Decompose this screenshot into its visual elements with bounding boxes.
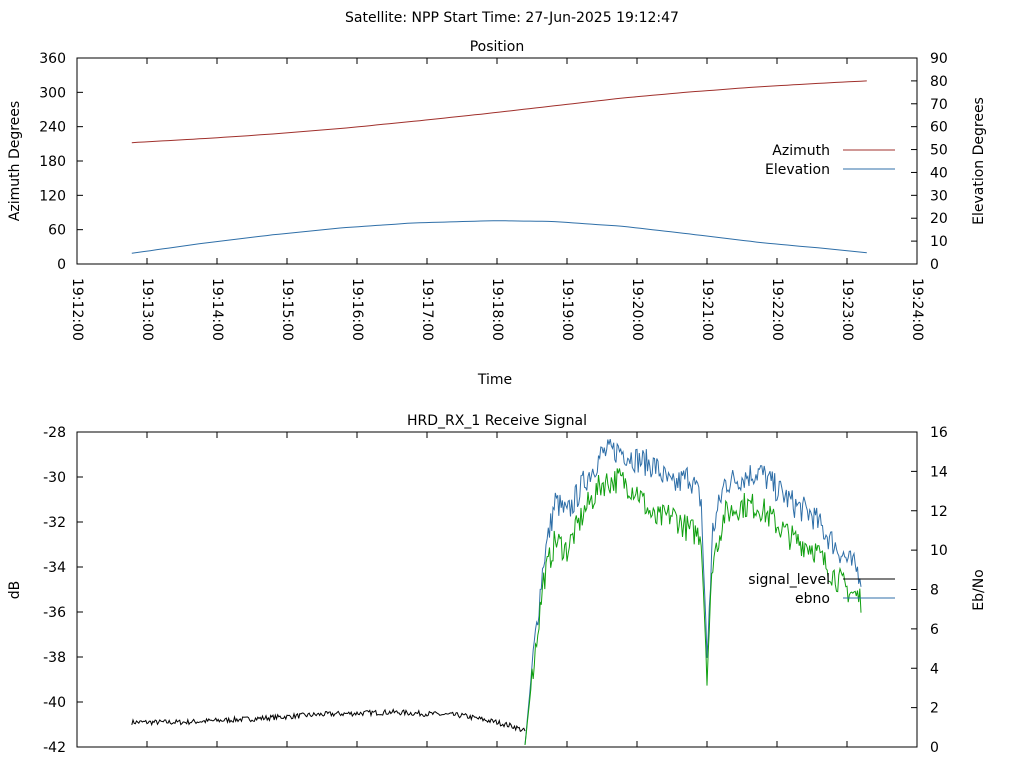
y2-tick-label: 8 <box>930 583 939 599</box>
legend-label-ebno: ebno <box>795 591 830 607</box>
y-tick-label: 360 <box>39 51 66 67</box>
azimuth-axis-label: Azimuth Degrees <box>7 101 23 221</box>
legend-label-Elevation: Elevation <box>765 162 830 178</box>
ebno-axis-label: Eb/No <box>971 569 987 611</box>
y2-tick-label: 60 <box>930 120 948 136</box>
y-tick-label: 120 <box>39 188 66 204</box>
chart-marks: 060120180240300360010203040506070809019:… <box>39 51 948 756</box>
y-tick-label: -32 <box>43 515 66 531</box>
legend-label-signal_level: signal_level <box>748 572 830 588</box>
series-line-0-1 <box>131 220 867 254</box>
y2-tick-label: 6 <box>930 622 939 638</box>
page-title: Satellite: NPP Start Time: 27-Jun-2025 1… <box>345 10 679 26</box>
y2-tick-label: 14 <box>930 464 948 480</box>
series-line-1-1 <box>524 438 862 746</box>
y-tick-label: -30 <box>43 470 66 486</box>
y-tick-label: 60 <box>48 223 66 239</box>
y2-tick-label: 16 <box>930 425 948 441</box>
y2-tick-label: 80 <box>930 74 948 90</box>
y2-tick-label: 90 <box>930 51 948 67</box>
x-tick-label: 19:24:00 <box>909 278 925 341</box>
y2-tick-label: 10 <box>930 543 948 559</box>
y2-tick-label: 50 <box>930 143 948 159</box>
y2-tick-label: 30 <box>930 188 948 204</box>
y-tick-label: 240 <box>39 120 66 136</box>
series-line-1-0 <box>131 708 526 733</box>
x-tick-label: 19:19:00 <box>559 278 575 341</box>
x-tick-label: 19:16:00 <box>349 278 365 341</box>
plot-frame-0 <box>76 57 918 265</box>
y2-tick-label: 20 <box>930 211 948 227</box>
y2-tick-label: 2 <box>930 701 939 717</box>
y2-tick-label: 12 <box>930 504 948 520</box>
y-tick-label: -40 <box>43 695 66 711</box>
y-tick-label: 0 <box>57 257 66 273</box>
signal-chart-title: HRD_RX_1 Receive Signal <box>407 413 587 429</box>
x-tick-label: 19:14:00 <box>209 278 225 341</box>
plot-frame-1 <box>76 431 918 748</box>
x-tick-label: 19:20:00 <box>629 278 645 341</box>
y2-tick-label: 10 <box>930 234 948 250</box>
x-tick-label: 19:13:00 <box>139 278 155 341</box>
y-tick-label: -34 <box>43 560 66 576</box>
position-x-axis-label: Time <box>477 372 512 388</box>
x-tick-label: 19:15:00 <box>279 278 295 341</box>
elevation-axis-label: Elevation Degrees <box>971 97 987 225</box>
legend-label-Azimuth: Azimuth <box>772 143 830 159</box>
y-tick-label: 180 <box>39 154 66 170</box>
y-tick-label: -28 <box>43 425 66 441</box>
series-line-1-2 <box>524 468 862 746</box>
y-tick-label: -36 <box>43 605 66 621</box>
y2-tick-label: 0 <box>930 257 939 273</box>
y2-tick-label: 4 <box>930 661 939 677</box>
x-tick-label: 19:21:00 <box>699 278 715 341</box>
y-tick-label: -38 <box>43 650 66 666</box>
y2-tick-label: 40 <box>930 165 948 181</box>
position-chart-title: Position <box>470 39 525 55</box>
x-tick-label: 19:23:00 <box>839 278 855 341</box>
x-tick-label: 19:18:00 <box>489 278 505 341</box>
series-line-0-0 <box>131 80 867 144</box>
y-tick-label: -42 <box>43 740 66 756</box>
x-tick-label: 19:17:00 <box>419 278 435 341</box>
db-axis-label: dB <box>7 581 23 600</box>
y2-tick-label: 70 <box>930 97 948 113</box>
x-tick-label: 19:22:00 <box>769 278 785 341</box>
y2-tick-label: 0 <box>930 740 939 756</box>
y-tick-label: 300 <box>39 85 66 101</box>
x-tick-label: 19:12:00 <box>69 278 85 341</box>
